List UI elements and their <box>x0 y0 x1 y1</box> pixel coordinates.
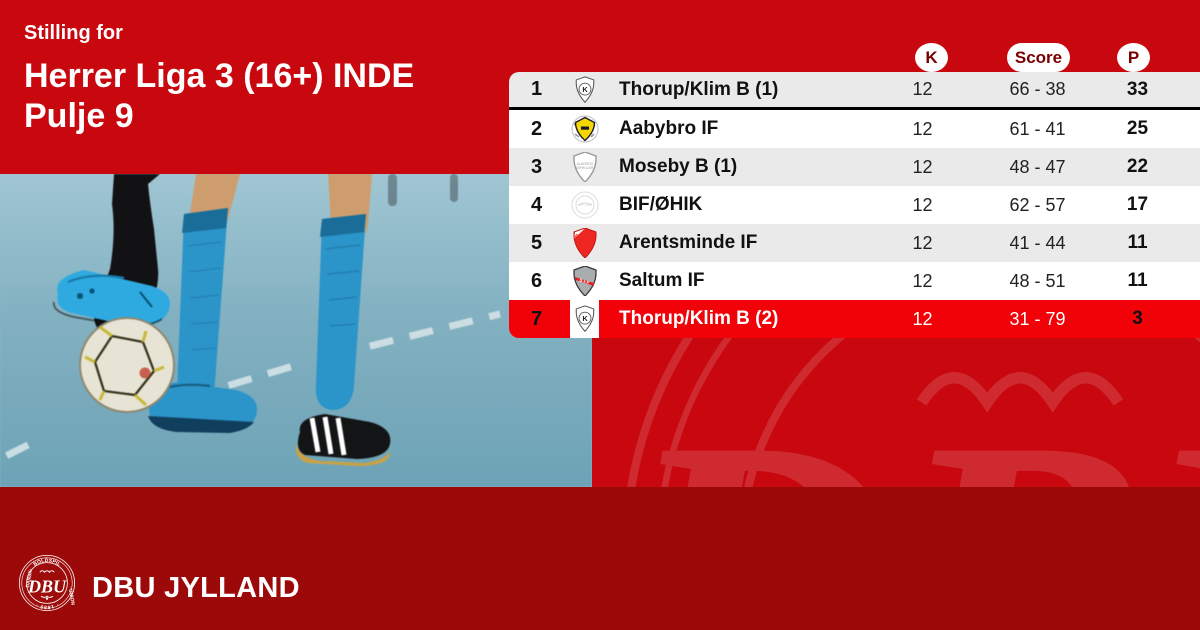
svg-text:DBU: DBU <box>27 577 67 597</box>
svg-text:EST 1968: EST 1968 <box>578 203 592 207</box>
svg-text:K: K <box>582 314 588 323</box>
svg-text:DBU: DBU <box>616 362 1200 487</box>
svg-text:BIFHOLER: BIFHOLER <box>576 166 594 170</box>
svg-text:K: K <box>582 85 588 94</box>
